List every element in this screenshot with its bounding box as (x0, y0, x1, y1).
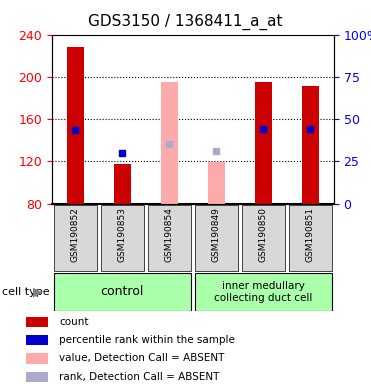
Bar (26, 372, 48, 382)
Bar (26, 317, 48, 327)
Text: cell type: cell type (2, 287, 49, 297)
Bar (208, 162, 225, 204)
Bar (67, 47, 84, 204)
Text: GSM190851: GSM190851 (306, 207, 315, 262)
Text: ▶: ▶ (33, 285, 43, 298)
Bar (302, 86, 319, 204)
Bar (26, 335, 48, 345)
FancyBboxPatch shape (54, 273, 191, 311)
FancyBboxPatch shape (242, 205, 285, 271)
Text: GSM190850: GSM190850 (259, 207, 268, 262)
Text: rank, Detection Call = ABSENT: rank, Detection Call = ABSENT (59, 372, 220, 382)
Text: control: control (101, 285, 144, 298)
Text: GSM190853: GSM190853 (118, 207, 127, 262)
Text: percentile rank within the sample: percentile rank within the sample (59, 335, 235, 345)
FancyBboxPatch shape (54, 205, 96, 271)
Bar (161, 82, 178, 204)
FancyBboxPatch shape (195, 273, 332, 311)
Text: GSM190849: GSM190849 (212, 207, 221, 262)
Text: value, Detection Call = ABSENT: value, Detection Call = ABSENT (59, 353, 225, 364)
Text: GSM190852: GSM190852 (71, 207, 80, 262)
FancyBboxPatch shape (195, 205, 237, 271)
Bar (114, 164, 131, 204)
Text: GDS3150 / 1368411_a_at: GDS3150 / 1368411_a_at (88, 13, 283, 30)
FancyBboxPatch shape (289, 205, 332, 271)
Bar (26, 353, 48, 364)
FancyBboxPatch shape (101, 205, 144, 271)
Text: count: count (59, 317, 89, 327)
FancyBboxPatch shape (148, 205, 191, 271)
Text: GSM190854: GSM190854 (165, 207, 174, 262)
Text: inner medullary
collecting duct cell: inner medullary collecting duct cell (214, 281, 313, 303)
Bar (255, 82, 272, 204)
